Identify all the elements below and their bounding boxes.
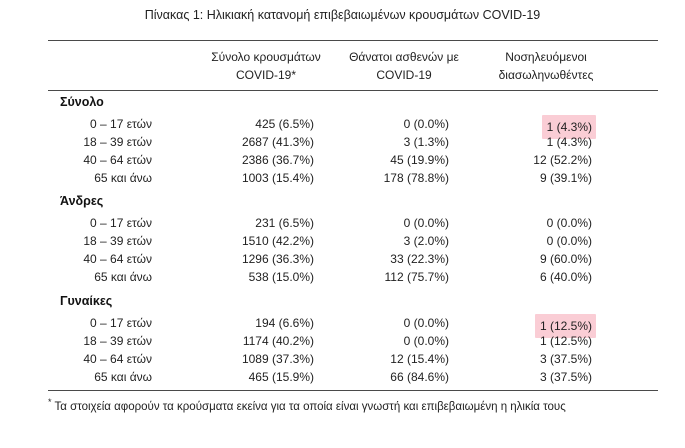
table-row: 0 – 17 ετών 194 (6.6%) 0 (0.0%) 1 (12.5%…	[0, 314, 685, 338]
age-group: 65 και άνω	[94, 370, 152, 384]
section-women: Γυναίκες	[60, 294, 113, 308]
table-row: 18 – 39 ετών 1174 (40.2%) 0 (0.0%) 1 (12…	[0, 332, 685, 350]
header-deaths-line2: COVID-19	[376, 68, 432, 82]
intubated-cell: 3 (37.5%)	[539, 352, 592, 366]
header-intubated-line2: διασωληνωθέντες	[498, 68, 594, 82]
age-group: 0 – 17 ετών	[90, 117, 152, 131]
age-group: 40 – 64 ετών	[83, 153, 152, 167]
top-rule	[48, 40, 658, 41]
intubated-cell: 9 (39.1%)	[539, 171, 592, 185]
bottom-rule	[48, 390, 658, 391]
deaths-cell: 66 (84.6%)	[390, 370, 449, 384]
cases-cell: 1296 (36.3%)	[241, 252, 314, 266]
header-intubated: Νοσηλευόμενοι διασωληνωθέντες	[476, 48, 616, 84]
intubated-cell: 0 (0.0%)	[546, 216, 592, 230]
cases-cell: 1510 (42.2%)	[241, 234, 314, 248]
footnote: * Τα στοιχεία αφορούν τα κρούσματα εκείνα…	[48, 397, 566, 413]
cases-cell: 2386 (36.7%)	[241, 153, 314, 167]
section-men: Άνδρες	[60, 194, 104, 208]
table-title: Πίνακας 1: Ηλικιακή κατανομή επιβεβαιωμέ…	[144, 8, 541, 22]
cases-cell: 425 (6.5%)	[255, 117, 314, 131]
intubated-cell: 1 (4.3%)	[546, 135, 592, 149]
table-row: 40 – 64 ετών 1089 (37.3%) 12 (15.4%) 3 (…	[0, 350, 685, 368]
cases-cell: 1174 (40.2%)	[242, 334, 314, 348]
deaths-cell: 3 (1.3%)	[403, 135, 449, 149]
deaths-cell: 33 (22.3%)	[390, 252, 449, 266]
deaths-cell: 3 (2.0%)	[403, 234, 449, 248]
deaths-cell: 178 (78.8%)	[383, 171, 449, 185]
deaths-cell: 12 (15.4%)	[390, 352, 449, 366]
table-row: 40 – 64 ετών 2386 (36.7%) 45 (19.9%) 12 …	[0, 151, 685, 169]
cases-cell: 1003 (15.4%)	[241, 171, 314, 185]
deaths-cell: 112 (75.7%)	[384, 270, 449, 284]
cases-cell: 2687 (41.3%)	[241, 135, 314, 149]
table-row: 0 – 17 ετών 231 (6.5%) 0 (0.0%) 0 (0.0%)	[0, 214, 685, 232]
intubated-cell-highlighted: 1 (12.5%)	[534, 314, 596, 338]
cases-cell: 1089 (37.3%)	[241, 352, 314, 366]
intubated-cell: 6 (40.0%)	[539, 270, 592, 284]
age-group: 18 – 39 ετών	[83, 334, 152, 348]
deaths-cell: 0 (0.0%)	[403, 316, 449, 330]
intubated-cell-highlighted: 1 (4.3%)	[541, 115, 596, 139]
footnote-marker: *	[48, 397, 52, 407]
deaths-cell: 0 (0.0%)	[403, 334, 449, 348]
intubated-cell: 0 (0.0%)	[546, 234, 592, 248]
header-deaths-line1: Θάνατοι ασθενών με	[349, 50, 459, 64]
intubated-cell: 1 (12.5%)	[539, 334, 592, 348]
age-group: 0 – 17 ετών	[90, 316, 152, 330]
age-group: 18 – 39 ετών	[83, 135, 152, 149]
header-total-cases-line2: COVID-19*	[235, 68, 297, 82]
header-total-cases-line1: Σύνολο κρουσμάτων	[211, 50, 321, 64]
header-rule	[48, 90, 658, 91]
intubated-cell: 12 (52.2%)	[533, 153, 592, 167]
intubated-cell: 3 (37.5%)	[539, 370, 592, 384]
age-group: 65 και άνω	[94, 270, 152, 284]
age-group: 40 – 64 ετών	[83, 252, 152, 266]
header-intubated-line1: Νοσηλευόμενοι	[505, 50, 587, 64]
footnote-text: Τα στοιχεία αφορούν τα κρούσματα εκείνα …	[54, 401, 566, 413]
cases-cell: 465 (15.9%)	[248, 370, 314, 384]
table-row: 40 – 64 ετών 1296 (36.3%) 33 (22.3%) 9 (…	[0, 250, 685, 268]
table-row: 18 – 39 ετών 1510 (42.2%) 3 (2.0%) 0 (0.…	[0, 232, 685, 250]
deaths-cell: 45 (19.9%)	[390, 153, 449, 167]
deaths-cell: 0 (0.0%)	[403, 216, 449, 230]
header-deaths: Θάνατοι ασθενών με COVID-19	[334, 48, 474, 84]
table-row: 0 – 17 ετών 425 (6.5%) 0 (0.0%) 1 (4.3%)	[0, 115, 685, 139]
table-row: 65 και άνω 538 (15.0%) 112 (75.7%) 6 (40…	[0, 268, 685, 286]
cases-cell: 194 (6.6%)	[255, 316, 314, 330]
table-row: 65 και άνω 465 (15.9%) 66 (84.6%) 3 (37.…	[0, 368, 685, 386]
table-row: 18 – 39 ετών 2687 (41.3%) 3 (1.3%) 1 (4.…	[0, 133, 685, 151]
age-group: 65 και άνω	[94, 171, 152, 185]
deaths-cell: 0 (0.0%)	[403, 117, 449, 131]
header-total-cases: Σύνολο κρουσμάτων COVID-19*	[196, 48, 336, 84]
cases-cell: 231 (6.5%)	[255, 216, 314, 230]
age-group: 0 – 17 ετών	[90, 216, 152, 230]
section-total: Σύνολο	[60, 95, 104, 109]
age-group: 18 – 39 ετών	[83, 234, 152, 248]
age-group: 40 – 64 ετών	[83, 352, 152, 366]
table-row: 65 και άνω 1003 (15.4%) 178 (78.8%) 9 (3…	[0, 169, 685, 187]
cases-cell: 538 (15.0%)	[248, 270, 314, 284]
intubated-cell: 9 (60.0%)	[539, 252, 592, 266]
